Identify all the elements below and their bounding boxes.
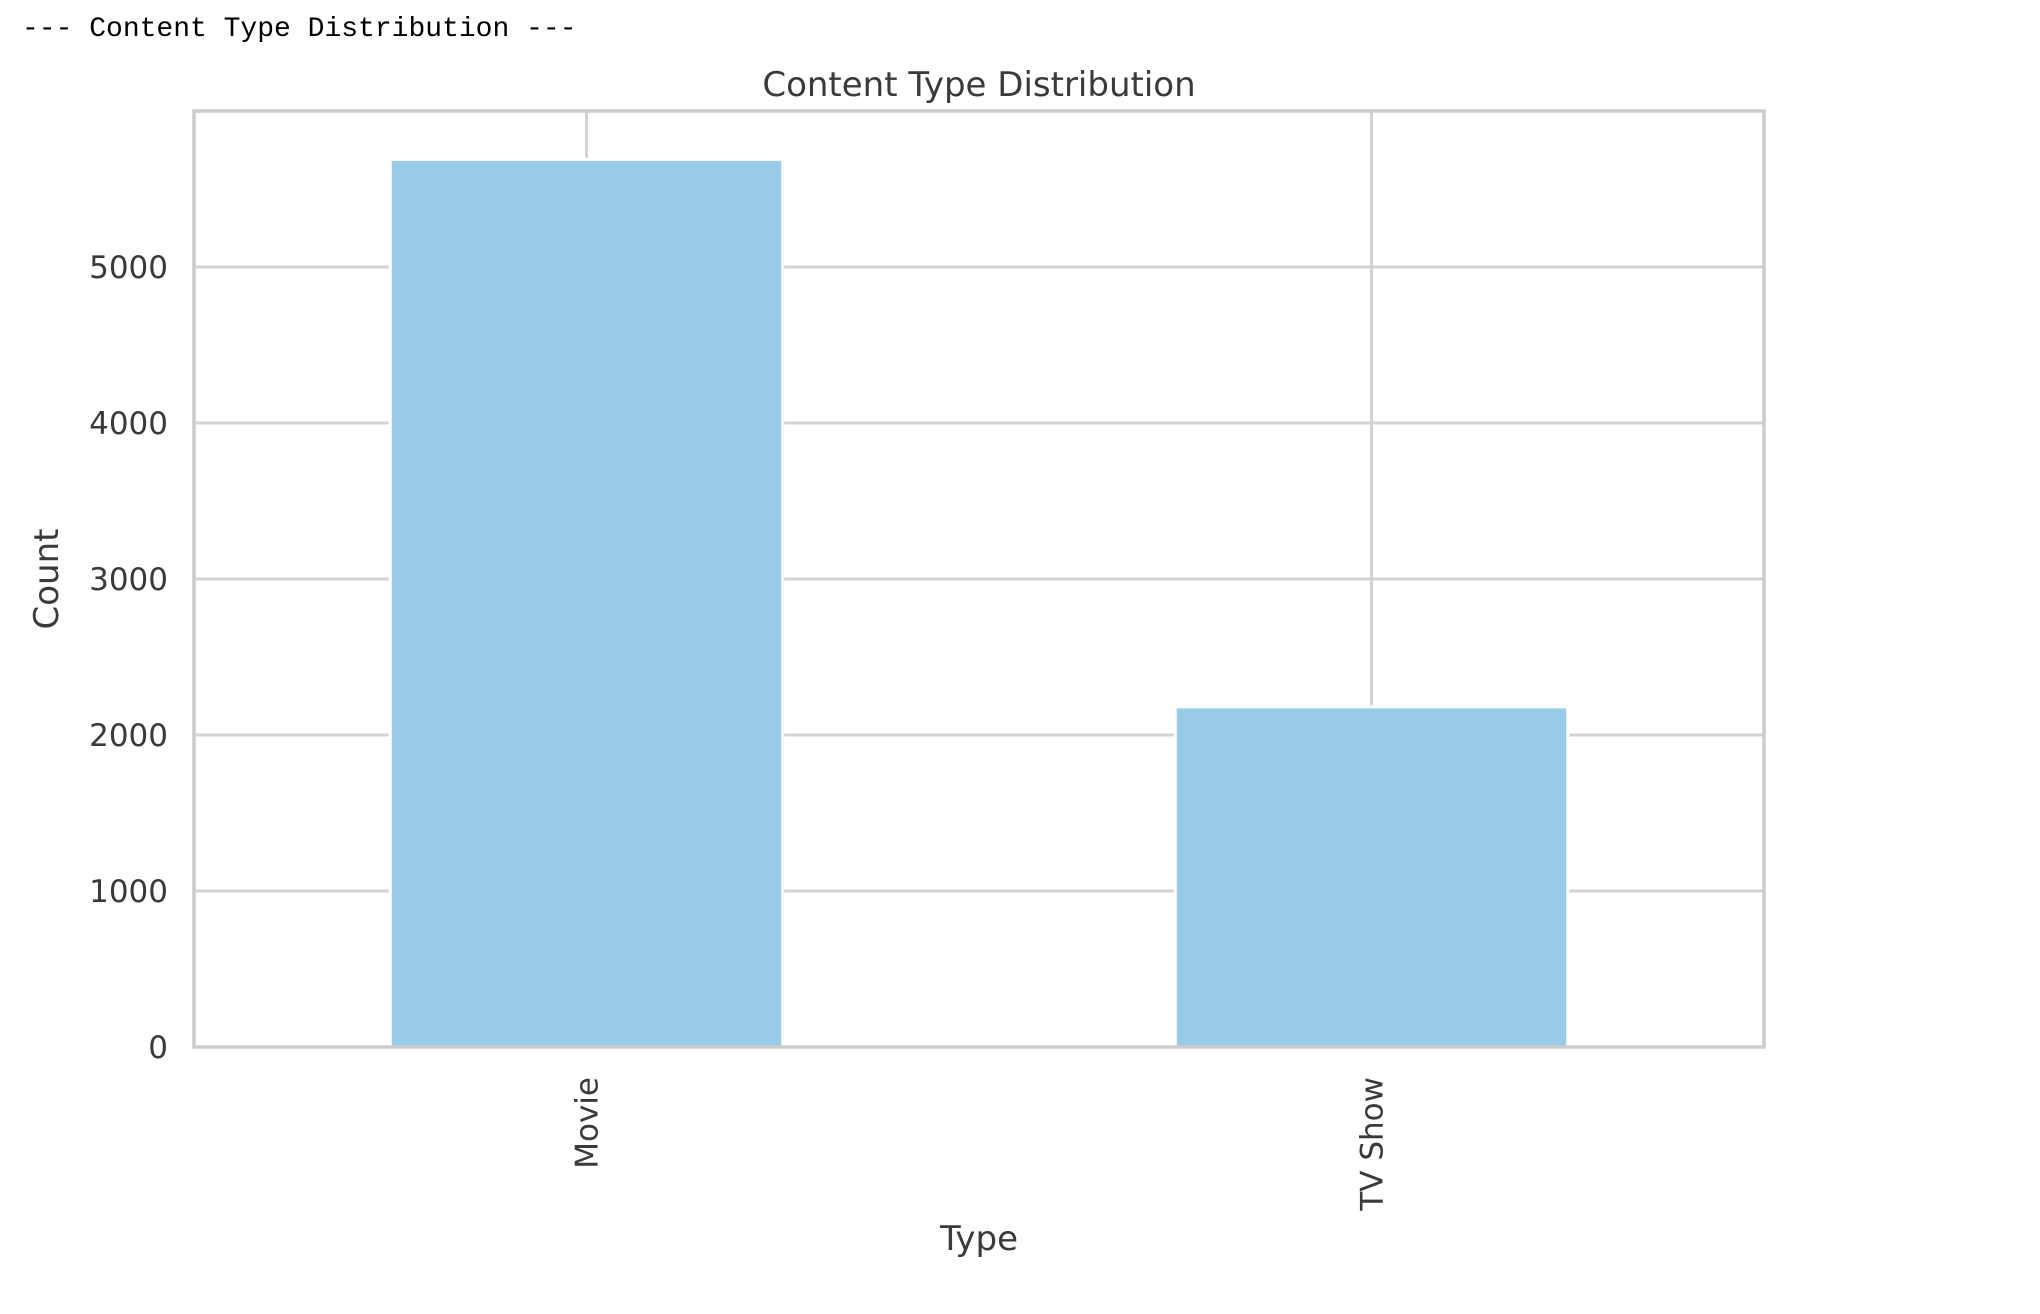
x-axis-ticks: Movie TV Show — [570, 1077, 1391, 1212]
chart-bars — [388, 157, 1570, 1049]
y-tick-label: 4000 — [89, 406, 168, 442]
bar-movie — [388, 157, 785, 1049]
y-tick-label: 3000 — [89, 562, 168, 598]
y-tick-label: 1000 — [89, 874, 168, 910]
y-tick-label: 0 — [148, 1030, 168, 1066]
y-axis-ticks: 0 1000 2000 3000 4000 5000 — [89, 250, 168, 1066]
bar-tv-show — [1173, 705, 1570, 1049]
x-axis-title: Type — [939, 1219, 1018, 1259]
x-tick-label: Movie — [570, 1077, 606, 1169]
y-axis-title: Count — [27, 529, 67, 630]
y-tick-label: 5000 — [89, 250, 168, 286]
plot-frame — [192, 109, 1766, 1049]
chart-title: Content Type Distribution — [762, 65, 1195, 105]
y-tick-label: 2000 — [89, 718, 168, 754]
console-output-header: --- Content Type Distribution --- — [22, 14, 577, 45]
x-tick-label: TV Show — [1355, 1077, 1391, 1212]
